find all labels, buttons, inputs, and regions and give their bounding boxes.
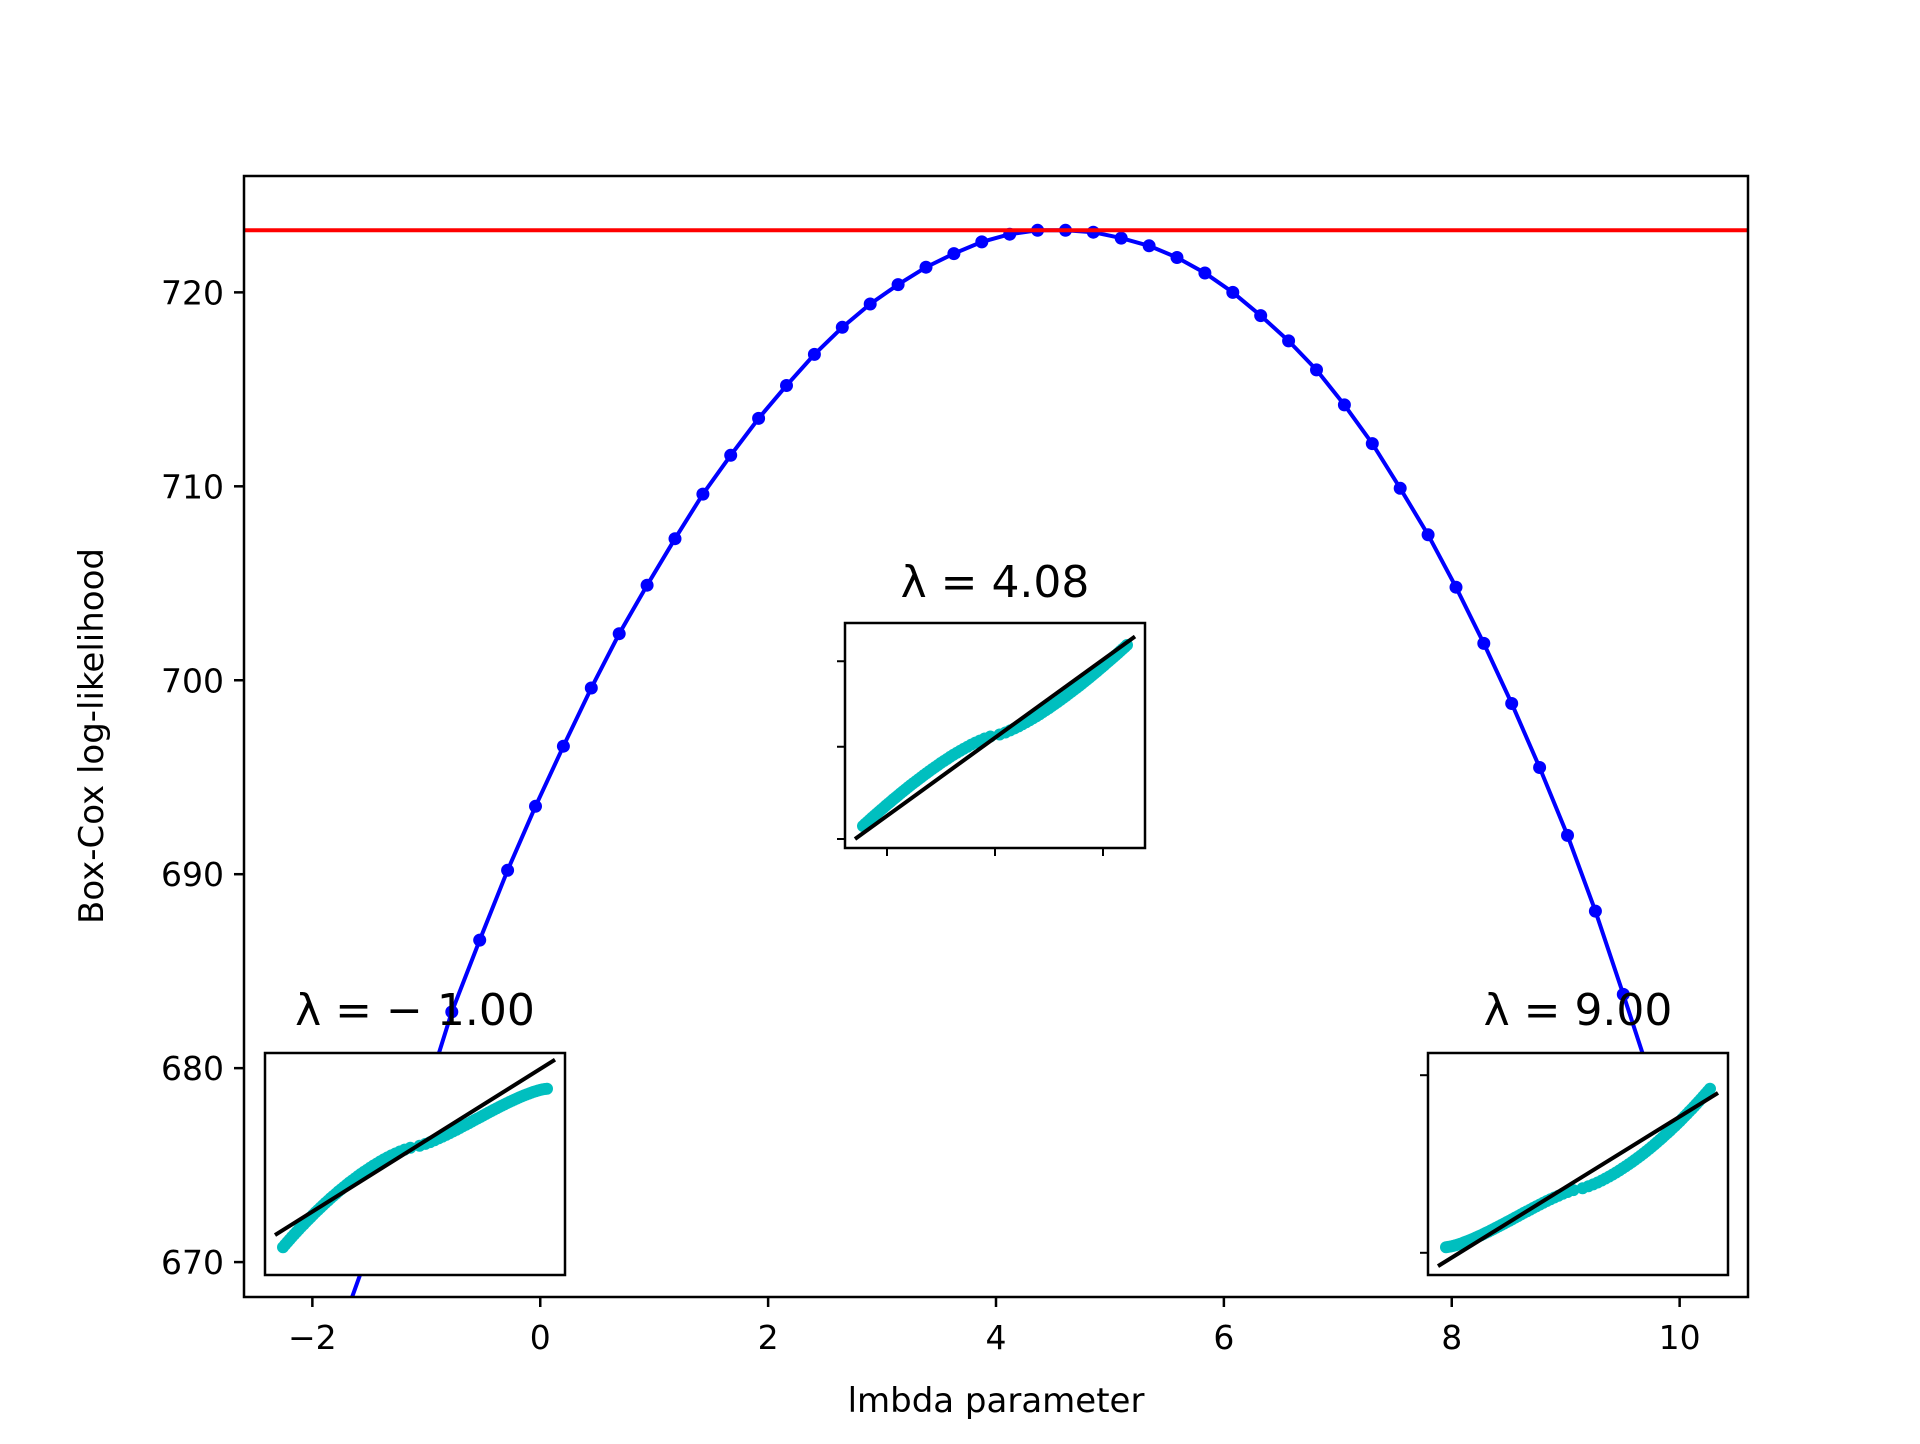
data-point <box>501 863 515 877</box>
inset-fit-line <box>853 634 1137 841</box>
data-point <box>1114 231 1128 245</box>
inset-point <box>1704 1082 1716 1095</box>
x-tick-label: 2 <box>758 1318 779 1357</box>
data-point <box>1142 239 1156 253</box>
data-point <box>1282 334 1296 348</box>
inset-point <box>1567 1184 1580 1197</box>
data-point <box>696 487 710 501</box>
inset-fit-line <box>273 1057 557 1237</box>
inset-title: λ = 4.08 <box>901 557 1090 608</box>
data-point <box>1561 828 1574 842</box>
data-point <box>1477 636 1491 650</box>
data-point <box>752 411 766 425</box>
data-point <box>1198 266 1212 280</box>
inset-title: λ = 9.00 <box>1484 985 1673 1036</box>
x-tick-label: 6 <box>1213 1318 1234 1357</box>
data-point <box>1533 761 1547 774</box>
data-point <box>724 448 738 462</box>
data-point <box>1616 987 1630 1001</box>
data-point <box>1226 285 1240 299</box>
insets-layer: λ = − 1.00 λ = 4.08 λ = 9.00 <box>263 557 1730 1277</box>
inset-plot: λ = − 1.00 <box>263 985 567 1277</box>
data-point <box>306 1403 319 1416</box>
data-point <box>807 347 821 361</box>
data-point <box>1170 251 1184 264</box>
data-point <box>445 1005 459 1019</box>
x-tick-label: 8 <box>1441 1318 1462 1357</box>
data-point <box>780 379 793 392</box>
y-tick-label: 680 <box>161 1049 224 1088</box>
y-axis: 670 680 690 700 710 720 <box>161 273 244 1282</box>
inset-plot: λ = 4.08 <box>837 557 1147 856</box>
x-tick-label: −2 <box>288 1318 337 1357</box>
data-point <box>1310 363 1323 377</box>
data-point <box>473 933 487 947</box>
y-tick-label: 670 <box>161 1243 224 1282</box>
y-tick-label: 700 <box>161 661 224 700</box>
y-tick-label: 690 <box>161 855 224 894</box>
data-point <box>612 627 626 641</box>
x-axis: −2 0 2 4 6 8 10 <box>288 1297 1701 1357</box>
data-point <box>556 739 570 753</box>
data-point <box>1365 437 1379 451</box>
data-point <box>975 235 989 249</box>
x-tick-label: 0 <box>530 1318 551 1357</box>
data-point <box>668 532 682 546</box>
data-point <box>1393 481 1407 495</box>
x-axis-label: lmbda parameter <box>848 1381 1145 1421</box>
x-tick-label: 10 <box>1659 1318 1701 1357</box>
data-point <box>1505 697 1519 710</box>
data-point <box>1421 528 1435 542</box>
data-point <box>584 681 598 695</box>
series-line <box>349 228 1682 1297</box>
data-point <box>1254 309 1268 323</box>
data-point <box>891 278 905 292</box>
inset-fit-line <box>1436 1091 1720 1268</box>
data-point <box>640 578 654 592</box>
data-point <box>947 247 961 261</box>
y-axis-label: Box-Cox log-likelihood <box>72 548 112 924</box>
y-tick-label: 720 <box>161 273 224 312</box>
inset-plot: λ = 9.00 <box>1420 985 1730 1277</box>
data-point <box>1337 398 1351 412</box>
data-point <box>835 320 849 334</box>
y-tick-label: 710 <box>161 467 224 506</box>
data-point <box>863 297 877 311</box>
inset-title: λ = − 1.00 <box>295 985 535 1036</box>
data-point <box>1449 580 1463 594</box>
x-tick-label: 4 <box>986 1318 1007 1357</box>
inset-point <box>541 1082 553 1095</box>
data-point <box>919 260 933 274</box>
data-point <box>529 799 542 813</box>
data-point <box>1588 904 1602 918</box>
